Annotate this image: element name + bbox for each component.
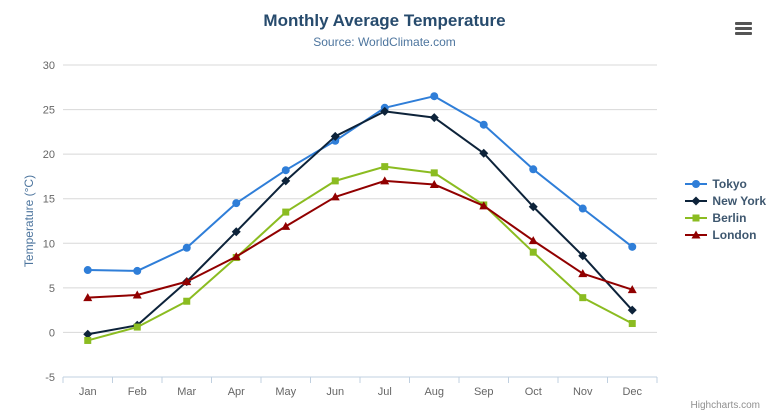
series-tokyo: [83, 92, 637, 275]
y-axis-label: 10: [43, 238, 55, 250]
y-axis-label: 15: [43, 194, 55, 206]
data-point-tokyo[interactable]: [430, 92, 439, 101]
data-point-berlin[interactable]: [529, 248, 537, 256]
legend-marker-berlin[interactable]: [692, 214, 700, 221]
data-point-tokyo[interactable]: [232, 199, 241, 208]
data-point-new-york[interactable]: [380, 106, 390, 116]
series-new-york: [83, 106, 637, 339]
y-axis-label: 5: [49, 283, 55, 295]
legend: Tokyo New York Berlin London: [685, 175, 766, 243]
x-axis-label: Jun: [326, 386, 344, 398]
x-axis-label: Sep: [474, 386, 494, 398]
data-point-new-york[interactable]: [528, 202, 538, 212]
x-axis-label: Apr: [228, 386, 245, 398]
legend-marker-new-york[interactable]: [691, 196, 701, 205]
data-point-berlin[interactable]: [430, 169, 438, 177]
data-point-london[interactable]: [528, 236, 538, 245]
x-axis-label: Jan: [79, 386, 97, 398]
data-point-tokyo[interactable]: [281, 166, 290, 175]
data-point-new-york[interactable]: [83, 329, 93, 339]
x-axis-label: Jul: [378, 386, 392, 398]
data-point-new-york[interactable]: [627, 305, 637, 315]
data-point-tokyo[interactable]: [578, 204, 587, 213]
x-axis-label: Nov: [573, 386, 593, 398]
data-point-new-york[interactable]: [231, 227, 241, 237]
data-point-london[interactable]: [83, 293, 93, 302]
hamburger-icon: [735, 27, 752, 30]
x-axis-label: May: [275, 386, 296, 398]
data-point-berlin[interactable]: [628, 320, 636, 328]
y-axis-title: Temperature (°C): [22, 174, 36, 268]
legend-label: Tokyo: [712, 176, 747, 191]
data-point-berlin[interactable]: [381, 163, 389, 171]
data-point-london[interactable]: [281, 221, 291, 230]
data-point-london[interactable]: [578, 269, 588, 278]
export-menu-button[interactable]: [735, 22, 752, 35]
data-point-london[interactable]: [479, 201, 489, 210]
y-axis-label: 20: [43, 149, 55, 161]
data-point-berlin[interactable]: [133, 323, 141, 331]
x-axis-label: Feb: [128, 386, 147, 398]
y-axis-label: 0: [49, 327, 55, 339]
data-point-new-york[interactable]: [429, 113, 439, 123]
data-point-berlin[interactable]: [84, 336, 92, 344]
legend-marker-triangle-icon: [685, 230, 708, 238]
data-point-new-york[interactable]: [578, 251, 588, 261]
data-point-berlin[interactable]: [183, 297, 191, 305]
legend-label: Berlin: [712, 210, 747, 225]
chart-subtitle: Source: WorldClimate.com: [313, 35, 456, 49]
legend-marker-square-icon: [685, 214, 708, 221]
data-point-new-york[interactable]: [330, 131, 340, 141]
data-point-london[interactable]: [182, 277, 192, 286]
data-point-london[interactable]: [380, 176, 390, 185]
data-point-tokyo[interactable]: [479, 120, 488, 129]
data-point-tokyo[interactable]: [133, 266, 142, 275]
legend-item-london[interactable]: London: [685, 226, 766, 243]
chart-credit-link[interactable]: Highcharts.com: [690, 400, 760, 411]
series-london-line[interactable]: [86, 179, 634, 299]
data-point-tokyo[interactable]: [83, 266, 92, 275]
legend-label: London: [712, 227, 757, 242]
series-new-york-line[interactable]: [86, 110, 634, 336]
legend-label: New York: [712, 193, 766, 208]
data-point-tokyo[interactable]: [529, 165, 538, 174]
x-axis-label: Dec: [622, 386, 642, 398]
series-london: [83, 176, 637, 302]
chart-title: Monthly Average Temperature: [263, 11, 506, 30]
legend-marker-tokyo[interactable]: [692, 179, 701, 188]
x-axis-label: Mar: [177, 386, 196, 398]
data-point-london[interactable]: [132, 290, 142, 299]
data-point-berlin[interactable]: [331, 177, 339, 185]
hamburger-icon: [735, 22, 752, 25]
x-axis-label: Oct: [525, 386, 542, 398]
y-axis-label: 25: [43, 105, 55, 117]
hamburger-icon: [735, 32, 752, 35]
y-axis-label: -5: [45, 372, 55, 384]
data-point-tokyo[interactable]: [182, 243, 191, 252]
data-point-berlin[interactable]: [579, 294, 587, 302]
x-axis-label: Aug: [424, 386, 444, 398]
data-point-london[interactable]: [627, 285, 637, 294]
data-point-london[interactable]: [429, 179, 439, 188]
legend-item-berlin[interactable]: Berlin: [685, 209, 766, 226]
legend-item-new-york[interactable]: New York: [685, 192, 766, 209]
data-point-tokyo[interactable]: [628, 242, 637, 251]
data-point-berlin[interactable]: [282, 208, 290, 216]
y-axis-label: 30: [43, 60, 55, 72]
series-tokyo-line[interactable]: [86, 95, 634, 272]
data-point-london[interactable]: [231, 252, 241, 261]
legend-item-tokyo[interactable]: Tokyo: [685, 175, 766, 192]
series-berlin-line[interactable]: [86, 165, 634, 342]
legend-marker-diamond-icon: [685, 196, 708, 205]
data-point-new-york[interactable]: [479, 148, 489, 158]
legend-marker-london[interactable]: [691, 230, 701, 238]
legend-marker-circle-icon: [685, 179, 708, 188]
data-point-london[interactable]: [330, 192, 340, 201]
data-point-new-york[interactable]: [281, 176, 291, 186]
